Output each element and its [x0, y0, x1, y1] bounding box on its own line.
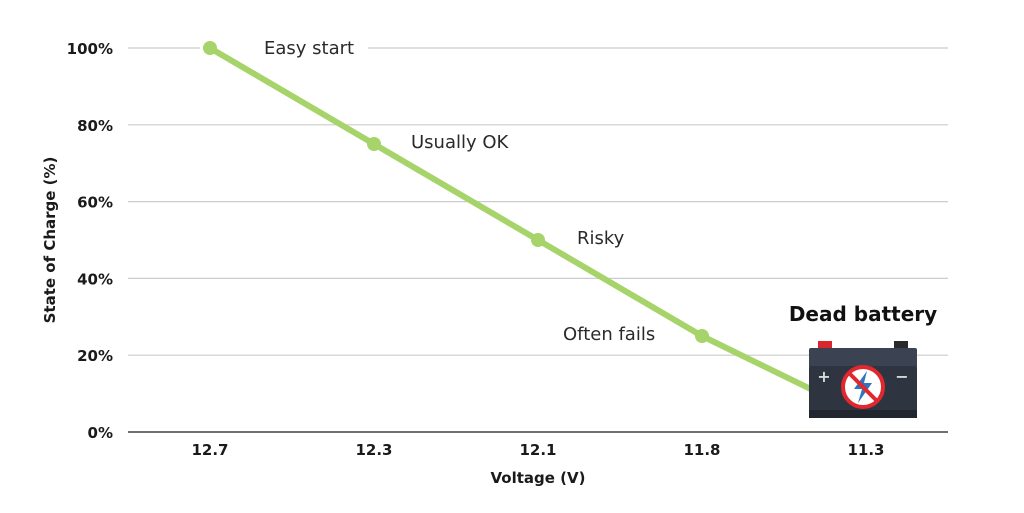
data-point [367, 137, 381, 151]
y-tick-label: 0% [88, 424, 113, 442]
annotation-label: Easy start [264, 38, 354, 59]
data-point [695, 329, 709, 343]
annotation-label: Often fails [563, 324, 655, 345]
dead-battery-icon: + − [809, 341, 917, 418]
annotation-label: Usually OK [411, 132, 510, 153]
x-tick-label: 11.3 [847, 441, 884, 459]
y-axis-label: State of Charge (%) [41, 157, 59, 324]
y-tick-label: 80% [77, 117, 113, 135]
series-line [207, 45, 823, 397]
series-group [203, 41, 823, 397]
data-point [531, 233, 545, 247]
data-point [203, 41, 217, 55]
x-tick-label: 12.3 [355, 441, 392, 459]
y-tick-label: 60% [77, 194, 113, 212]
y-tick-labels: 0% 20% 40% 60% 80% 100% [67, 40, 113, 442]
svg-text:−: − [895, 367, 908, 386]
x-tick-label: 11.8 [683, 441, 720, 459]
x-tick-labels: 12.7 12.3 12.1 11.8 11.3 [191, 441, 884, 459]
annotations: Easy start Usually OK Risky Often fails [264, 38, 655, 345]
y-tick-label: 20% [77, 347, 113, 365]
dead-battery-label: Dead battery [789, 302, 937, 326]
annotation-label: Risky [577, 228, 625, 249]
y-tick-label: 100% [67, 40, 113, 58]
x-axis-label: Voltage (V) [491, 469, 586, 487]
x-tick-label: 12.7 [191, 441, 228, 459]
svg-text:+: + [817, 367, 830, 386]
x-tick-label: 12.1 [519, 441, 556, 459]
y-tick-label: 40% [77, 270, 113, 288]
